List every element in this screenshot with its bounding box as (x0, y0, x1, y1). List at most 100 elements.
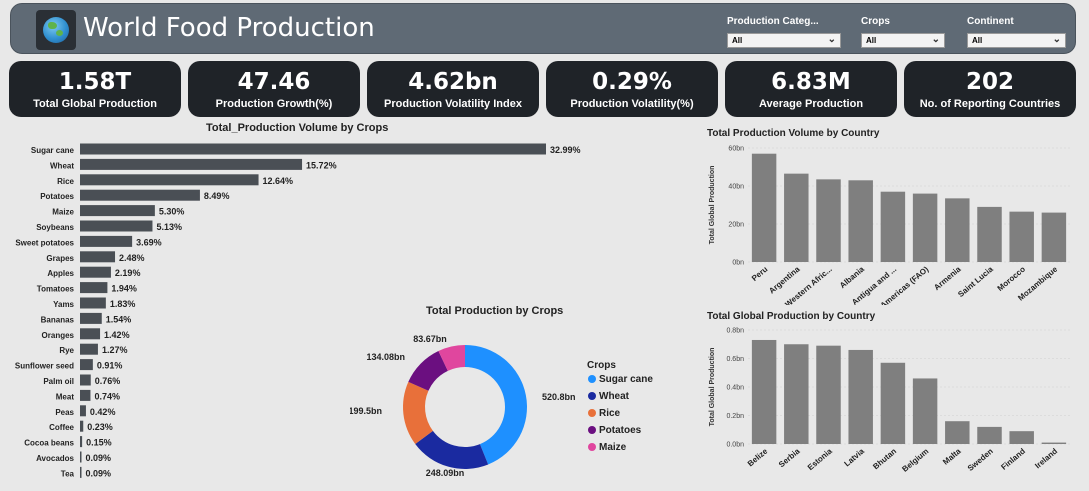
bar (1041, 442, 1067, 444)
country-global-bar-chart: 0.0bn 0.2bn 0.4bn 0.6bn 0.8bn Total Global Pr… (709, 328, 1070, 474)
bar-category-label: Wheat (50, 161, 74, 170)
bar (80, 420, 84, 432)
chevron-down-icon: ⌄ (1052, 34, 1061, 45)
x-tick-label: Malta (941, 446, 963, 466)
bar-data-label: 0.09% (86, 453, 112, 463)
bar (945, 198, 970, 262)
x-tick-label: Saint Lucia (956, 264, 995, 299)
bar-data-label: 3.69% (136, 237, 162, 247)
bar (1009, 431, 1034, 444)
bar-category-label: Rye (59, 346, 74, 355)
bar (912, 193, 938, 262)
bar (80, 312, 102, 324)
bar (848, 180, 873, 262)
bar (945, 421, 970, 444)
bar-data-label: 0.74% (94, 391, 120, 401)
continent-dropdown[interactable]: All ⌄ (967, 33, 1066, 48)
donut-chart-title: Total Production by Crops (426, 305, 564, 317)
bar-category-label: Cocoa beans (24, 439, 74, 448)
bar (912, 378, 938, 444)
bar (816, 179, 841, 262)
legend-marker (588, 392, 596, 400)
slicer-label: Continent (967, 16, 1014, 27)
bar-category-label: Sunflower seed (15, 362, 74, 371)
bar (80, 451, 82, 463)
x-tick-label: Bhutan (871, 447, 898, 472)
y-tick-label: 40bn (728, 184, 744, 191)
bar (80, 297, 106, 309)
kpi-card-production-volatility-index: 4.62bn Production Volatility Index (367, 61, 539, 117)
kpi-caption: Production Volatility(%) (570, 98, 694, 110)
chevron-down-icon: ⌄ (931, 34, 940, 45)
bar (80, 466, 82, 478)
bar-data-label: 2.19% (115, 268, 141, 278)
bar-category-label: Yams (53, 300, 74, 309)
bar (80, 374, 91, 386)
y-tick-label: 0.4bn (726, 385, 744, 392)
donut-slice (438, 345, 465, 371)
crops-dropdown[interactable]: All ⌄ (861, 33, 945, 48)
x-tick-label: Ireland (1033, 447, 1059, 471)
legend-item: Rice (599, 408, 621, 419)
dropdown-value: All (732, 36, 743, 45)
donut-slice (403, 381, 433, 444)
bar (80, 251, 116, 263)
y-tick-label: 20bn (728, 222, 744, 229)
bar (80, 174, 259, 186)
kpi-value: 202 (965, 69, 1014, 95)
bar-category-label: Coffee (49, 423, 74, 432)
bar (977, 426, 1002, 444)
bar-data-label: 0.42% (90, 407, 116, 417)
bar-data-label: 8.49% (204, 191, 230, 201)
bar (80, 205, 155, 217)
bar-category-label: Avocados (36, 454, 74, 463)
x-tick-label: Peru (750, 265, 769, 283)
country-volume-bar-chart: 0bn 20bn 40bn 60bn Total Global Production Pe… (709, 146, 1070, 305)
legend-item: Maize (599, 442, 627, 453)
bar (784, 344, 809, 444)
bar (880, 191, 906, 262)
kpi-caption: No. of Reporting Countries (919, 98, 1061, 110)
bar-data-label: 5.13% (156, 222, 182, 232)
x-tick-label: Morocco (996, 265, 1027, 293)
donut-data-label: 520.8bn (542, 392, 576, 402)
bar-category-label: Sweet potatoes (15, 238, 74, 247)
crops-horizontal-bar-chart: Sugar cane 32.99% Wheat 15.72% Rice 12.64% Pot… (15, 143, 581, 478)
kpi-value: 0.29% (592, 69, 672, 95)
bar (80, 343, 98, 355)
bar-category-label: Grapes (46, 254, 74, 263)
x-tick-label: Belize (746, 446, 770, 468)
bar-category-label: Tea (61, 469, 75, 478)
y-tick-label: 0bn (732, 260, 744, 267)
donut-data-label: 248.09bn (426, 468, 465, 478)
legend-marker (588, 443, 596, 451)
dropdown-value: All (866, 36, 877, 45)
kpi-caption: Production Growth(%) (215, 98, 333, 110)
bar (80, 282, 108, 294)
x-tick-label: Finland (999, 447, 1027, 472)
legend-item: Wheat (599, 391, 630, 402)
x-tick-label: Latvia (842, 446, 866, 468)
bar (1009, 211, 1034, 262)
legend-item: Sugar cane (599, 374, 653, 385)
bar (80, 143, 546, 155)
bar-category-label: Palm oil (43, 377, 74, 386)
bar-data-label: 2.48% (119, 253, 145, 263)
bar-data-label: 1.83% (110, 299, 136, 309)
bar (1041, 212, 1067, 262)
kpi-value: 6.83M (771, 69, 851, 95)
legend-marker (588, 426, 596, 434)
kpi-caption: Total Global Production (33, 98, 157, 110)
bar (80, 158, 303, 170)
y-tick-label: 60bn (728, 146, 744, 153)
bar-category-label: Potatoes (40, 192, 74, 201)
production-category-dropdown[interactable]: All ⌄ (727, 33, 841, 48)
bar-category-label: Bananas (41, 315, 75, 324)
bar-data-label: 12.64% (263, 176, 294, 186)
x-tick-label: Belgium (900, 447, 930, 474)
donut-slice (415, 430, 489, 469)
bar-category-label: Sugar cane (31, 146, 75, 155)
chevron-down-icon: ⌄ (827, 34, 836, 45)
donut-slice (465, 345, 527, 465)
slicer-label: Production Categ... (727, 16, 819, 27)
